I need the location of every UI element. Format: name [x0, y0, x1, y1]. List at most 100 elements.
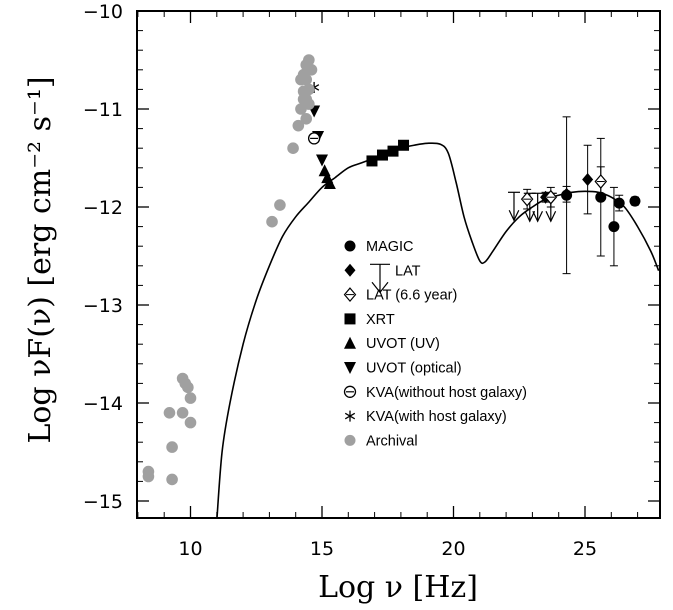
legend-marker [344, 313, 356, 325]
upper-limit-head [508, 210, 520, 222]
y-axis-label: Log νF(ν) [erg cm⁻² s⁻¹] [23, 76, 58, 443]
marker-circle [142, 465, 155, 478]
marker-square [376, 149, 388, 161]
marker-triangle-up [344, 336, 356, 349]
legend-marker [343, 287, 357, 303]
data-point [398, 139, 410, 151]
data-point [594, 174, 608, 189]
marker-square [387, 145, 399, 157]
data-point [323, 176, 336, 189]
legend-label: LAT [395, 263, 421, 279]
marker-circle [303, 54, 315, 66]
series-lat-6-6-year- [520, 166, 608, 210]
legend-label: KVA(without host galaxy) [366, 385, 527, 401]
upper-limit-head [371, 281, 389, 294]
data-points-layer [142, 54, 641, 486]
marker-circle [166, 473, 178, 486]
data-point [166, 473, 178, 486]
x-axis-label: Log ν [Hz] [318, 570, 478, 605]
data-point [184, 392, 197, 404]
marker-circle [595, 191, 607, 203]
data-point [305, 64, 318, 76]
legend-marker [343, 385, 357, 398]
legend-item: LAT [344, 263, 421, 294]
data-point [274, 199, 286, 211]
legend-item: KVA(without host galaxy) [343, 385, 527, 401]
y-tick-label: −12 [83, 197, 123, 219]
legend-marker [344, 336, 356, 349]
x-tick-label: 25 [573, 538, 597, 560]
legend-label: MAGIC [366, 239, 414, 255]
y-tick-label: −11 [83, 99, 123, 121]
marker-circle [303, 98, 315, 110]
marker-circle [305, 64, 318, 76]
marker-triangle-down [316, 154, 328, 167]
legend-item: XRT [344, 312, 395, 328]
y-tick-label: −14 [83, 393, 123, 415]
legend-marker [344, 263, 356, 277]
model-curve [216, 142, 660, 518]
x-tick-label: 20 [441, 538, 465, 560]
y-tick-label: −15 [83, 491, 123, 513]
legend-marker [344, 240, 356, 252]
marker-circle [184, 392, 197, 404]
data-point [182, 381, 194, 394]
legend-item: Archival [344, 433, 418, 449]
marker-circle [182, 381, 194, 394]
marker-circle [266, 215, 278, 228]
legend-item: UVOT (UV) [344, 336, 440, 352]
legend: MAGIC LAT LAT (6.6 year) XRT UVOT (UV) UVOT (… [343, 239, 527, 449]
data-point [376, 149, 388, 161]
marker-circle [608, 221, 620, 233]
upper-limit-head [545, 211, 557, 223]
data-point [292, 119, 305, 132]
marker-square [366, 155, 378, 167]
marker-triangle-up [323, 176, 336, 189]
data-point [287, 142, 299, 154]
x-tick-label: 10 [178, 538, 202, 560]
legend-label: KVA(with host galaxy) [366, 409, 507, 425]
data-point [520, 191, 534, 207]
legend-item: KVA(with host galaxy) [344, 409, 507, 425]
marker-circle [344, 240, 356, 252]
legend-marker [344, 362, 356, 374]
y-tick-label: −13 [83, 295, 123, 317]
upper-limit-arrow [531, 192, 544, 223]
marker-diamond [344, 263, 356, 277]
legend-label: UVOT (UV) [366, 336, 440, 352]
legend-label: Archival [366, 433, 418, 449]
upper-limit-head [532, 211, 544, 223]
data-point [300, 113, 313, 125]
data-point [307, 132, 321, 145]
marker-diamond [582, 173, 594, 187]
y-tick-label: −10 [83, 1, 123, 23]
data-point [316, 154, 328, 167]
marker-circle [292, 119, 305, 132]
data-point [266, 215, 278, 228]
marker-circle [344, 434, 356, 446]
data-point [561, 187, 573, 201]
legend-item: LAT (6.6 year) [343, 287, 457, 304]
marker-circle [295, 73, 307, 86]
data-point [184, 416, 197, 429]
data-point [544, 189, 558, 205]
legend-marker [344, 410, 356, 422]
marker-square [398, 139, 410, 151]
data-point [295, 73, 307, 86]
data-point [608, 221, 620, 233]
legend-item: MAGIC [344, 239, 414, 255]
marker-circle [166, 441, 178, 453]
model-curve-layer [216, 142, 660, 518]
data-point [142, 465, 155, 478]
marker-triangle-down [344, 362, 356, 374]
marker-circle [274, 199, 286, 211]
data-point [582, 173, 594, 187]
x-tick-label: 15 [310, 538, 334, 560]
marker-square [344, 313, 356, 325]
marker-circle [613, 197, 625, 209]
data-point [303, 98, 315, 110]
marker-star-stroke [344, 412, 356, 420]
data-point [387, 145, 399, 157]
data-point [595, 191, 607, 203]
